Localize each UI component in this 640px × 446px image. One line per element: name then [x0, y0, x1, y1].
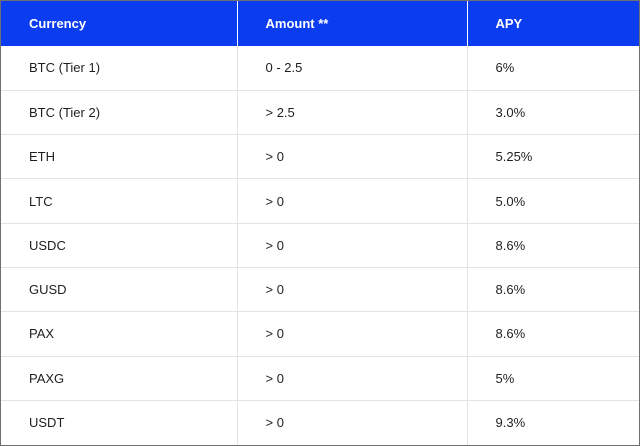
cell-amount: > 0 — [237, 311, 468, 357]
cell-apy: 9.3% — [495, 415, 526, 431]
table-row: USDT > 0 9.3% — [1, 400, 639, 445]
cell-currency: PAX — [1, 311, 238, 357]
cell-currency: USDC — [1, 223, 238, 268]
table-row: USDC > 0 8.6% — [1, 223, 639, 268]
cell-amount: > 0 — [237, 223, 468, 268]
cell-apy: 8.6% — [495, 326, 526, 342]
table-row: ETH > 0 5.25% — [1, 134, 639, 179]
cell-apy: 8.6% — [495, 282, 526, 298]
table-body: BTC (Tier 1) 0 - 2.5 6% BTC (Tier 2) > 2… — [1, 46, 639, 445]
cell-apy: 5% — [495, 370, 515, 386]
header-row: Currency Amount ** APY — [1, 1, 639, 46]
table-row: GUSD > 0 8.6% — [1, 267, 639, 312]
table-row: LTC > 0 5.0% — [1, 178, 639, 224]
header-amount: Amount ** — [237, 1, 468, 46]
cell-currency: BTC (Tier 1) — [1, 46, 238, 91]
cell-amount: > 0 — [237, 356, 468, 401]
table-row: PAXG > 0 5% — [1, 356, 639, 401]
cell-currency: BTC (Tier 2) — [1, 90, 238, 135]
cell-currency: GUSD — [1, 267, 238, 312]
cell-currency: USDT — [1, 400, 238, 445]
table-row: BTC (Tier 2) > 2.5 3.0% — [1, 90, 639, 135]
cell-amount: > 0 — [237, 178, 468, 224]
table-row: BTC (Tier 1) 0 - 2.5 6% — [1, 46, 639, 91]
cell-apy: 8.6% — [495, 237, 526, 253]
cell-amount: > 0 — [237, 400, 468, 445]
cell-amount: > 0 — [237, 267, 468, 312]
cell-apy: 5.25% — [495, 149, 533, 165]
cell-amount: > 0 — [237, 134, 468, 179]
cell-currency: ETH — [1, 134, 238, 179]
table-row: PAX > 0 8.6% — [1, 311, 639, 357]
table-header: Currency Amount ** APY — [1, 1, 639, 46]
cell-amount: > 2.5 — [237, 90, 468, 135]
cell-amount: 0 - 2.5 — [237, 46, 468, 91]
header-apy: APY — [495, 16, 523, 31]
cell-apy: 3.0% — [495, 104, 526, 120]
header-currency: Currency — [1, 1, 238, 46]
cell-currency: LTC — [1, 178, 238, 224]
cell-apy: 5.0% — [495, 193, 526, 209]
cell-apy: 6% — [495, 60, 515, 76]
cell-currency: PAXG — [1, 356, 238, 401]
